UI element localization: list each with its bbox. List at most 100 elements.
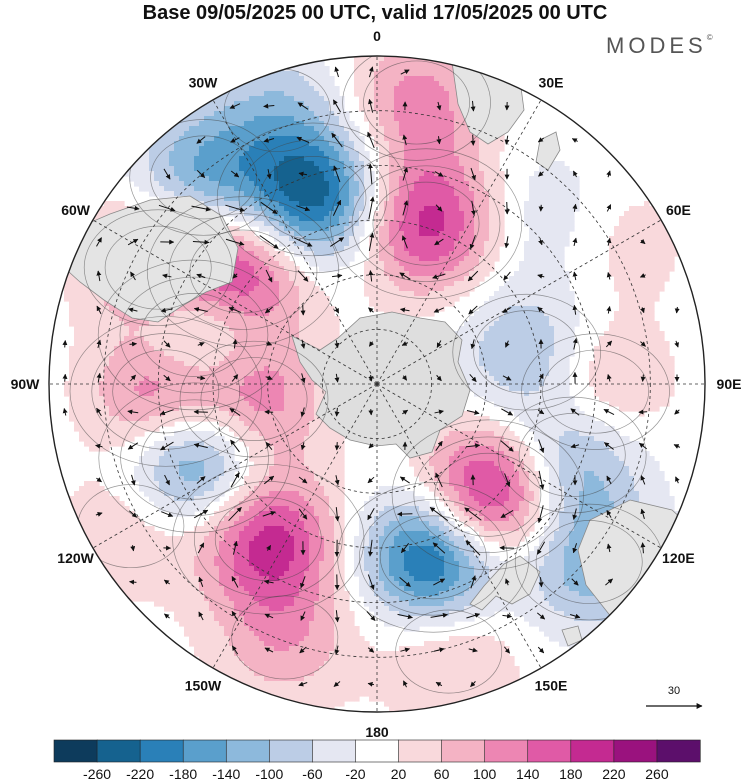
anomaly-cell xyxy=(384,66,390,72)
anomaly-cell xyxy=(184,161,190,167)
anomaly-cell xyxy=(524,261,530,267)
anomaly-cell xyxy=(479,211,485,217)
anomaly-cell xyxy=(364,271,370,277)
anomaly-cell xyxy=(319,261,325,267)
anomaly-cell xyxy=(284,221,290,227)
anomaly-cell xyxy=(529,286,535,292)
anomaly-cell xyxy=(294,216,300,222)
anomaly-cell xyxy=(149,191,155,197)
anomaly-cell xyxy=(344,196,350,202)
anomaly-cell xyxy=(409,291,415,297)
anomaly-cell xyxy=(204,296,210,302)
anomaly-cell xyxy=(269,301,275,307)
anomaly-cell xyxy=(224,306,230,312)
anomaly-cell xyxy=(499,241,505,247)
anomaly-cell xyxy=(544,181,550,187)
anomaly-cell xyxy=(269,321,275,327)
anomaly-cell xyxy=(409,201,415,207)
anomaly-cell xyxy=(139,321,145,327)
anomaly-cell xyxy=(549,221,555,227)
anomaly-cell xyxy=(409,226,415,232)
anomaly-cell xyxy=(94,216,100,222)
anomaly-cell xyxy=(164,326,170,332)
anomaly-cell xyxy=(294,231,300,237)
anomaly-cell xyxy=(529,341,535,347)
anomaly-cell xyxy=(474,256,480,262)
anomaly-cell xyxy=(554,206,560,212)
anomaly-cell xyxy=(544,356,550,362)
anomaly-cell xyxy=(129,331,135,337)
anomaly-cell xyxy=(549,201,555,207)
anomaly-cell xyxy=(534,326,540,332)
anomaly-cell xyxy=(644,261,650,267)
anomaly-cell xyxy=(374,71,380,77)
anomaly-cell xyxy=(89,321,95,327)
anomaly-cell xyxy=(554,256,560,262)
anomaly-cell xyxy=(284,216,290,222)
anomaly-cell xyxy=(294,171,300,177)
anomaly-cell xyxy=(244,251,250,257)
anomaly-cell xyxy=(479,326,485,332)
anomaly-cell xyxy=(539,226,545,232)
anomaly-cell xyxy=(619,321,625,327)
anomaly-cell xyxy=(394,191,400,197)
anomaly-cell xyxy=(639,246,645,252)
anomaly-cell xyxy=(344,241,350,247)
anomaly-cell xyxy=(474,321,480,327)
anomaly-cell xyxy=(484,351,490,357)
anomaly-cell xyxy=(529,201,535,207)
anomaly-cell xyxy=(559,221,565,227)
anomaly-cell xyxy=(529,211,535,217)
anomaly-cell xyxy=(324,111,330,117)
anomaly-cell xyxy=(239,186,245,192)
anomaly-cell xyxy=(624,276,630,282)
anomaly-cell xyxy=(104,201,110,207)
anomaly-cell xyxy=(344,171,350,177)
anomaly-cell xyxy=(544,276,550,282)
anomaly-cell xyxy=(249,156,255,162)
anomaly-cell xyxy=(304,236,310,242)
anomaly-cell xyxy=(289,66,295,72)
anomaly-cell xyxy=(149,156,155,162)
anomaly-cell xyxy=(274,201,280,207)
anomaly-cell xyxy=(309,66,315,72)
anomaly-cell xyxy=(539,321,545,327)
anomaly-cell xyxy=(394,101,400,107)
anomaly-cell xyxy=(384,126,390,132)
anomaly-cell xyxy=(549,296,555,302)
anomaly-cell xyxy=(424,196,430,202)
anomaly-cell xyxy=(189,321,195,327)
anomaly-cell xyxy=(289,241,295,247)
anomaly-cell xyxy=(484,306,490,312)
anomaly-cell xyxy=(349,156,355,162)
anomaly-cell xyxy=(459,211,465,217)
anomaly-cell xyxy=(274,121,280,127)
anomaly-cell xyxy=(439,271,445,277)
anomaly-cell xyxy=(279,146,285,152)
anomaly-cell xyxy=(274,136,280,142)
anomaly-cell xyxy=(209,356,215,362)
anomaly-cell xyxy=(624,321,630,327)
anomaly-cell xyxy=(224,326,230,332)
anomaly-cell xyxy=(394,211,400,217)
anomaly-cell xyxy=(539,221,545,227)
anomaly-cell xyxy=(509,311,515,317)
anomaly-cell xyxy=(274,321,280,327)
anomaly-cell xyxy=(549,281,555,287)
anomaly-cell xyxy=(74,341,80,347)
anomaly-cell xyxy=(259,291,265,297)
anomaly-cell xyxy=(469,191,475,197)
anomaly-cell xyxy=(629,281,635,287)
anomaly-cell xyxy=(184,116,190,122)
anomaly-cell xyxy=(534,241,540,247)
anomaly-cell xyxy=(644,336,650,342)
anomaly-cell xyxy=(324,181,330,187)
anomaly-cell xyxy=(424,166,430,172)
anomaly-cell xyxy=(384,86,390,92)
anomaly-cell xyxy=(514,281,520,287)
anomaly-cell xyxy=(69,346,75,352)
anomaly-cell xyxy=(169,171,175,177)
anomaly-cell xyxy=(289,266,295,272)
anomaly-cell xyxy=(99,341,105,347)
anomaly-cell xyxy=(204,196,210,202)
